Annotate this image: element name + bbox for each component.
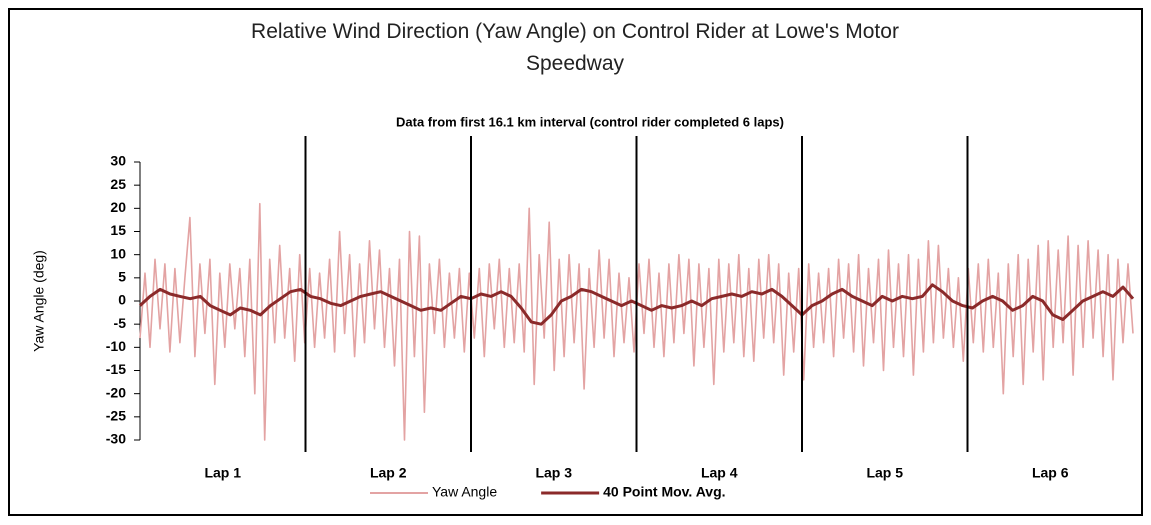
y-tick-label: -10: [106, 338, 126, 354]
y-tick-label: 10: [110, 245, 126, 261]
y-tick-label: -5: [114, 315, 127, 331]
legend-label: Yaw Angle: [432, 484, 497, 500]
legend-label: 40 Point Mov. Avg.: [603, 484, 725, 500]
chart-title: Relative Wind Direction (Yaw Angle) on C…: [251, 20, 899, 75]
y-tick-label: 0: [118, 292, 126, 308]
x-tick-label: Lap 1: [204, 465, 241, 481]
chart-subtitle: Data from first 16.1 km interval (contro…: [396, 114, 784, 129]
y-tick-label: -30: [106, 431, 126, 447]
y-tick-label: -20: [106, 384, 126, 400]
x-tick-label: Lap 3: [535, 465, 572, 481]
x-tick-label: Lap 4: [701, 465, 738, 481]
y-tick-label: 15: [110, 222, 126, 238]
y-tick-label: 25: [110, 176, 126, 192]
chart-frame: [8, 8, 1143, 516]
y-tick-label: 30: [110, 153, 126, 169]
y-tick-label: 20: [110, 199, 126, 215]
x-tick-label: Lap 6: [1032, 465, 1069, 481]
y-tick-label: -15: [106, 361, 126, 377]
x-tick-label: Lap 5: [866, 465, 903, 481]
y-tick-label: -25: [106, 408, 126, 424]
y-axis-label: Yaw Angle (deg): [31, 250, 47, 352]
x-tick-label: Lap 2: [370, 465, 407, 481]
y-tick-label: 5: [118, 269, 126, 285]
